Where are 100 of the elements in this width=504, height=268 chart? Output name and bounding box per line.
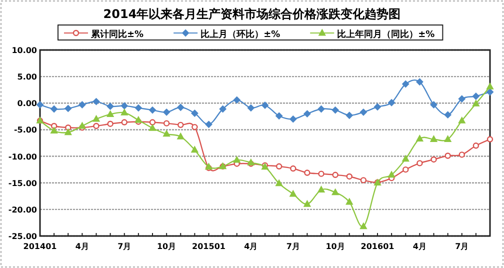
point [360,222,367,230]
point [416,78,424,86]
point [318,105,325,112]
point [346,112,353,119]
point [50,127,58,134]
point [472,92,480,100]
point [402,166,409,173]
y-tick-label: -15.00 [8,178,38,188]
x-tick-label: 10月 [156,242,176,251]
x-tick-label: 4月 [75,242,89,251]
point [416,160,423,166]
x-tick-label: 10月 [326,242,345,251]
point [262,102,268,109]
point [65,124,72,131]
point [472,142,480,149]
point [276,112,283,120]
point [93,122,100,130]
point [388,171,396,178]
y-tick-label: 5.00 [17,72,38,82]
point [486,88,494,96]
point [192,124,198,130]
point [191,110,198,117]
point [50,105,58,112]
point [430,156,437,163]
point [149,124,156,131]
point [444,152,451,159]
point [486,136,494,142]
point [134,104,142,112]
point [205,120,212,128]
point [106,110,114,118]
y-tick-label: -20.00 [8,205,38,214]
point [163,108,170,116]
point [444,111,452,118]
point [332,188,339,196]
chart-title: 2014年以来各月生产资料市场综合价格涨跌变化趋势图 [103,7,401,21]
point [472,100,480,106]
x-tick-label: 201401 [23,242,58,251]
y-tick-label: 0.00 [17,99,38,108]
point [149,119,156,126]
point [92,98,100,106]
point [290,190,297,197]
point [458,95,466,102]
point [219,105,226,112]
point [374,103,381,110]
point [332,106,339,114]
point [177,104,184,111]
point [178,122,184,128]
point [458,152,465,158]
y-tick-label: -5.00 [14,126,38,135]
point [430,136,438,142]
point [163,120,170,126]
point [120,102,128,110]
legend-label: 累计同比±% [90,29,144,40]
y-tick-label: -10.00 [8,152,38,162]
point [486,82,494,90]
point [360,177,367,184]
point [36,101,44,108]
point [346,173,352,180]
point [430,101,438,108]
point [290,116,297,123]
point [92,115,100,122]
point [304,170,310,176]
y-tick-label: -25.00 [8,232,38,241]
point [276,180,283,186]
x-tick-label: 7月 [455,242,469,251]
y-tick-label: 10.00 [12,46,38,55]
point [458,116,466,124]
point [276,163,282,170]
point [304,110,311,118]
point [120,109,128,116]
x-tick-label: 201501 [192,242,226,251]
point [64,104,72,112]
point [247,104,254,112]
point [163,130,170,137]
point [388,99,396,106]
legend-label: 比上年同月（同比）±% [337,29,435,40]
point [318,170,324,177]
point [149,106,156,114]
point [304,200,311,207]
point [233,96,240,104]
point [107,120,114,127]
point [78,122,86,129]
point [64,128,72,136]
x-tick-label: 4月 [244,242,258,251]
point [318,186,325,192]
point [106,102,114,110]
x-tick-label: 7月 [286,242,300,251]
point [134,116,142,123]
point [416,135,424,142]
point [177,132,184,140]
legend-label: 比上月（环比）±% [200,29,280,40]
point [191,146,198,153]
x-tick-label: 201601 [360,242,395,251]
point [360,108,367,116]
point [332,172,338,178]
point [444,136,452,142]
x-tick-label: 7月 [118,242,132,251]
point [121,119,128,126]
point [78,101,86,108]
x-tick-label: 4月 [412,242,426,251]
